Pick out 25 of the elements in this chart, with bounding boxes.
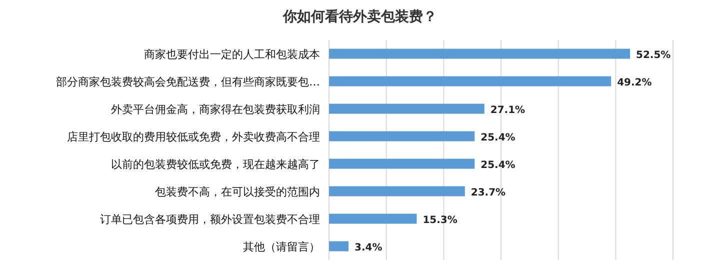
y-tick-label: 其他（请留言） bbox=[243, 240, 320, 254]
bar bbox=[329, 104, 484, 114]
bar bbox=[329, 131, 475, 142]
bar bbox=[329, 186, 465, 196]
bar bbox=[329, 76, 612, 86]
y-tick-label: 以前的包装费较低或免费，现在越来越高了 bbox=[111, 158, 320, 171]
y-tick-label: 订单已包含各项费用，额外设置包装费不合理 bbox=[100, 212, 320, 226]
bar bbox=[329, 214, 417, 224]
bar bbox=[329, 158, 475, 169]
y-tick-label: 包装费不高，在可以接受的范围内 bbox=[155, 185, 320, 198]
data-label: 25.4% bbox=[480, 132, 516, 144]
data-label: 49.2% bbox=[617, 77, 652, 88]
data-label: 52.5% bbox=[636, 50, 671, 61]
data-label: 27.1% bbox=[490, 104, 526, 116]
data-label: 15.3% bbox=[422, 214, 458, 226]
data-label: 23.7% bbox=[470, 187, 506, 198]
y-tick-label: 部分商家包装费较高会免配送费，但有些商家既要包… bbox=[56, 75, 320, 88]
y-tick-label: 外卖平台佣金高，商家得在包装费获取利润 bbox=[111, 102, 320, 116]
data-label: 25.4% bbox=[480, 160, 516, 171]
bar bbox=[329, 48, 630, 59]
chart-title: 你如何看待外卖包装费？ bbox=[282, 8, 437, 25]
y-tick-label: 店里打包收取的费用较低或免费，外卖收费高不合理 bbox=[67, 130, 320, 144]
data-label: 3.4% bbox=[354, 242, 382, 254]
y-tick-label: 商家也要付出一定的人工和包装成本 bbox=[144, 48, 320, 61]
bar bbox=[329, 241, 348, 252]
